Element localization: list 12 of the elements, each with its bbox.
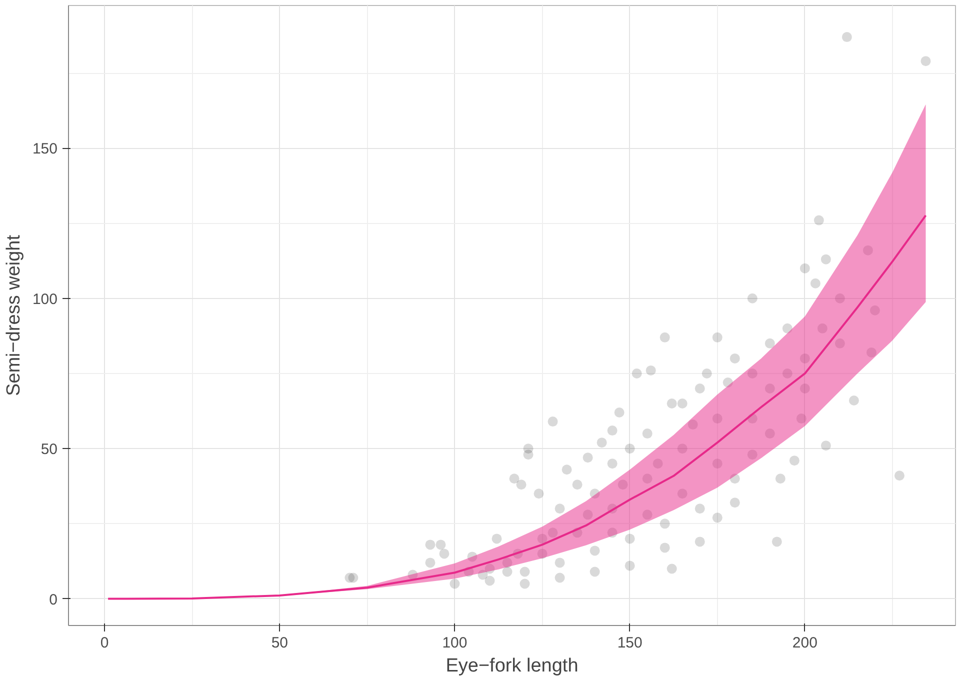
- x-tick-label: 150: [617, 634, 642, 652]
- x-tick-label: 0: [100, 634, 109, 652]
- y-axis-title: Semi−dress weight: [3, 234, 24, 396]
- x-tick-label: 100: [442, 634, 468, 652]
- x-tick-label: 50: [271, 634, 288, 652]
- y-tick-label: 0: [49, 591, 58, 608]
- x-axis-title: Eye−fork length: [446, 656, 578, 676]
- line-series: [107, 214, 927, 600]
- y-tick-label: 150: [32, 140, 58, 158]
- y-tick-label: 50: [40, 441, 58, 458]
- x-tick-label: 200: [792, 634, 818, 652]
- y-tick-label: 100: [32, 290, 58, 308]
